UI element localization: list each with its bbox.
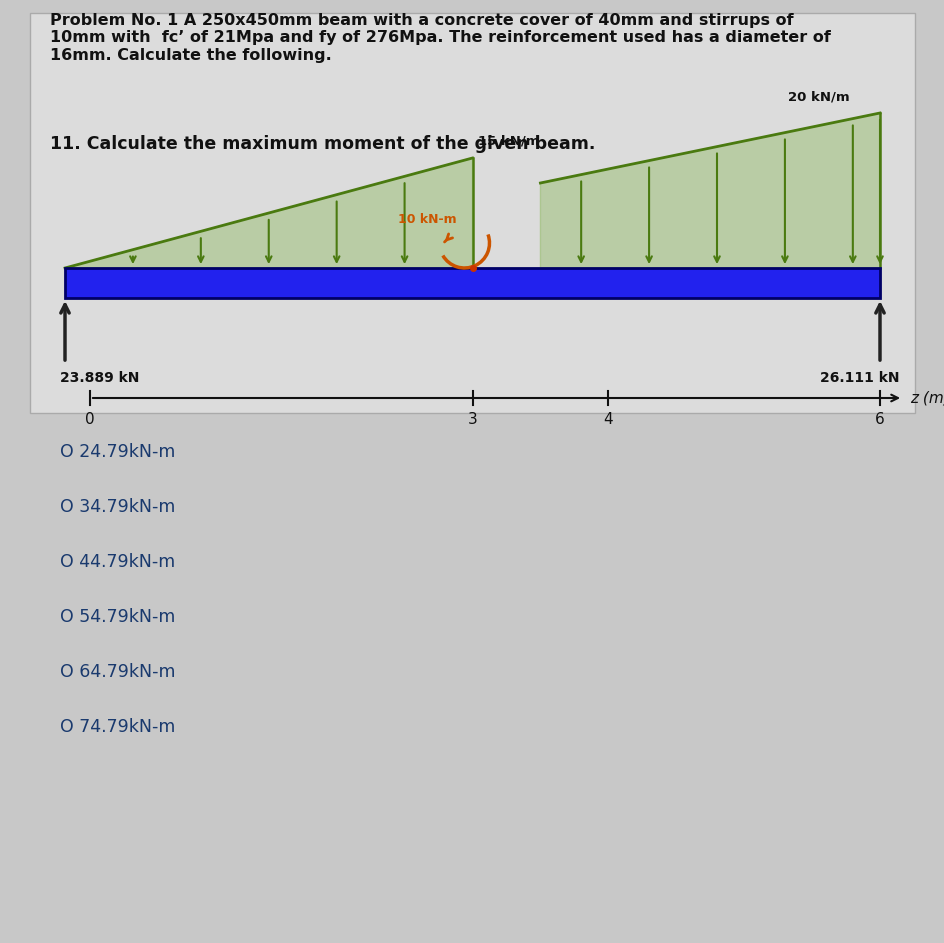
Text: Problem No. 1 A 250x450mm beam with a concrete cover of 40mm and stirrups of
10m: Problem No. 1 A 250x450mm beam with a co… — [50, 13, 830, 63]
Text: 20 kN/m: 20 kN/m — [787, 90, 849, 103]
Text: O 24.79kN-m: O 24.79kN-m — [59, 443, 176, 461]
Text: 4: 4 — [603, 412, 613, 427]
Text: O 54.79kN-m: O 54.79kN-m — [59, 608, 176, 626]
Text: z (m): z (m) — [909, 390, 944, 405]
Polygon shape — [540, 113, 879, 268]
Text: 15 kN/m: 15 kN/m — [477, 135, 538, 148]
FancyBboxPatch shape — [65, 268, 879, 298]
Text: 10 kN-m: 10 kN-m — [397, 213, 456, 226]
Text: O 64.79kN-m: O 64.79kN-m — [59, 663, 176, 681]
Text: O 74.79kN-m: O 74.79kN-m — [59, 718, 176, 736]
Text: O 34.79kN-m: O 34.79kN-m — [59, 498, 176, 516]
Text: 6: 6 — [874, 412, 884, 427]
Text: 23.889 kN: 23.889 kN — [59, 371, 139, 385]
Text: O 44.79kN-m: O 44.79kN-m — [59, 553, 175, 571]
Text: 3: 3 — [467, 412, 477, 427]
Polygon shape — [65, 158, 472, 268]
Text: 26.111 kN: 26.111 kN — [819, 371, 899, 385]
FancyBboxPatch shape — [30, 13, 914, 413]
Text: 0: 0 — [85, 412, 94, 427]
Text: 11. Calculate the maximum moment of the given beam.: 11. Calculate the maximum moment of the … — [50, 135, 595, 153]
